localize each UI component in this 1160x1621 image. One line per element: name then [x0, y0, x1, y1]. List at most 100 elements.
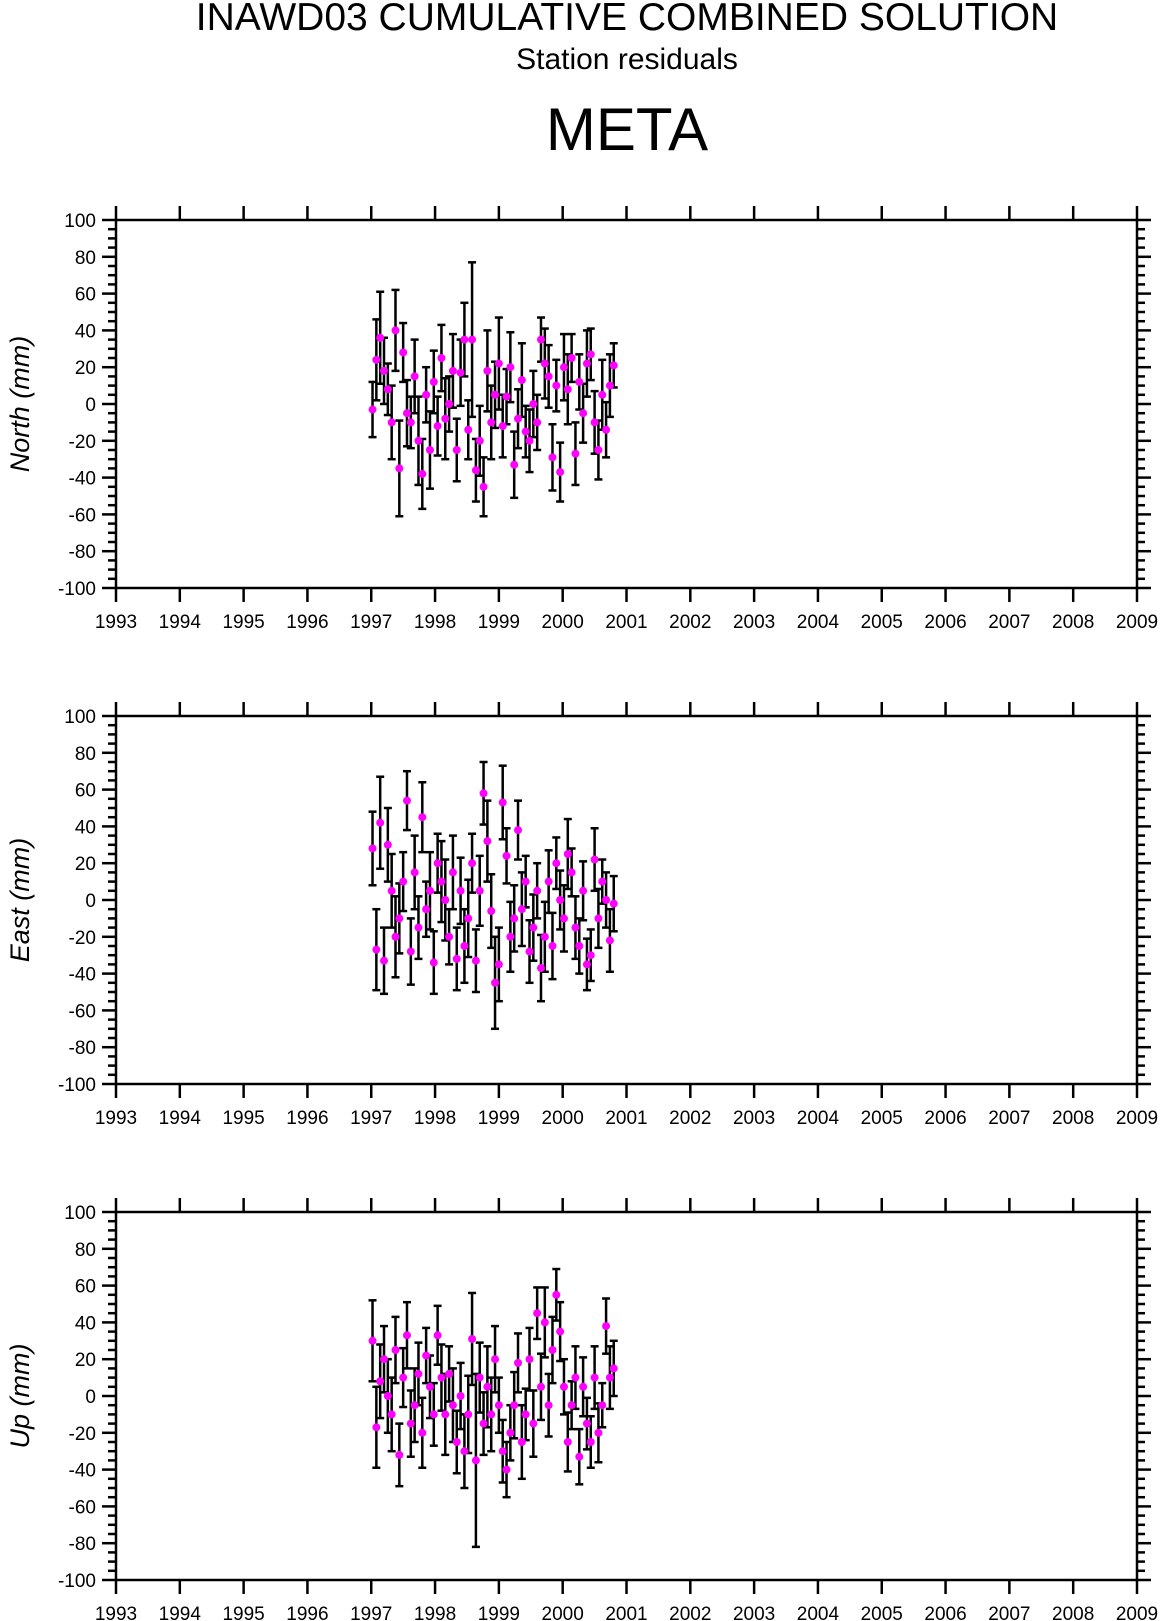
data-point: [368, 405, 377, 414]
data-point: [540, 359, 549, 368]
data-point: [605, 936, 614, 945]
data-point: [575, 942, 584, 950]
data-point: [609, 361, 618, 370]
data-point: [556, 468, 565, 477]
data-point: [452, 446, 461, 454]
data-point: [590, 1373, 599, 1382]
data-point: [380, 956, 389, 965]
x-tick-label: 1996: [286, 1108, 328, 1129]
data-point: [582, 960, 591, 969]
x-tick-label: 2005: [861, 1108, 903, 1129]
data-point: [429, 958, 438, 967]
x-tick-label: 1995: [222, 1108, 264, 1129]
data-point: [483, 1382, 492, 1391]
data-point: [563, 850, 572, 858]
x-tick-label: 2002: [669, 1604, 711, 1621]
y-tick-label: 60: [75, 781, 96, 802]
y-axis-label: East (mm): [5, 838, 35, 963]
plot-frame: [114, 714, 1139, 1086]
data-point: [540, 932, 549, 941]
y-tick-label: 100: [64, 707, 96, 728]
data-point: [594, 914, 603, 923]
data-point: [402, 409, 411, 418]
data-point: [372, 1423, 381, 1432]
data-point: [395, 914, 404, 923]
x-tick-label: 1997: [350, 1604, 392, 1621]
y-tick-label: 0: [85, 891, 96, 912]
data-point: [590, 418, 599, 427]
x-tick-label: 2001: [605, 1108, 647, 1129]
y-tick-label: -20: [69, 432, 96, 453]
data-point: [483, 837, 492, 846]
x-tick-label: 1993: [95, 1108, 137, 1129]
data-point: [445, 1369, 454, 1378]
data-point: [605, 1373, 614, 1382]
y-tick-label: -40: [69, 965, 96, 986]
data-point: [533, 418, 542, 427]
data-point: [395, 1450, 404, 1459]
x-tick-label: 1993: [95, 1604, 137, 1621]
x-tick-label: 1998: [414, 1604, 456, 1621]
y-tick-label: 0: [85, 1387, 96, 1408]
y-tick-label: -20: [69, 1424, 96, 1445]
data-point: [460, 1447, 469, 1456]
data-point: [445, 932, 454, 941]
data-point: [383, 840, 392, 849]
data-point: [575, 377, 584, 386]
data-point: [425, 446, 434, 454]
y-axis-label: Up (mm): [5, 1344, 35, 1449]
data-point: [525, 947, 534, 956]
data-point: [594, 446, 603, 454]
data-point: [456, 886, 465, 895]
data-point: [479, 1419, 488, 1428]
data-point: [468, 859, 477, 868]
data-point: [594, 1428, 603, 1437]
data-point: [559, 363, 568, 372]
data-point: [536, 964, 545, 973]
x-tick-label: 1995: [222, 1604, 264, 1621]
data-point: [598, 1401, 607, 1410]
data-point: [571, 923, 580, 932]
x-tick-label: 1994: [159, 612, 202, 633]
x-tick-label: 2004: [797, 1604, 840, 1621]
x-tick-label: 2003: [733, 1108, 775, 1129]
x-tick-label: 1997: [350, 1108, 392, 1129]
plot-frame: [114, 1210, 1139, 1582]
data-point: [552, 859, 561, 868]
data-point: [487, 907, 496, 916]
y-tick-label: -60: [69, 505, 96, 526]
data-point: [609, 899, 618, 908]
y-tick-label: -80: [69, 1038, 96, 1059]
x-tick-label: 1995: [222, 612, 264, 633]
data-point: [391, 326, 400, 335]
data-point: [506, 1428, 515, 1437]
data-point: [387, 418, 396, 427]
data-point: [414, 923, 423, 932]
data-point: [471, 1456, 480, 1465]
x-tick-label: 2003: [733, 612, 775, 633]
x-tick-label: 1994: [159, 1604, 202, 1621]
y-tick-label: 100: [64, 1203, 96, 1224]
x-tick-label: 2007: [988, 1108, 1030, 1129]
data-point: [410, 1401, 419, 1410]
data-point: [437, 1373, 446, 1382]
data-point: [556, 896, 565, 904]
data-point: [494, 1401, 503, 1410]
x-tick-label: 2004: [797, 612, 840, 633]
data-point: [502, 851, 511, 860]
data-point: [372, 355, 381, 364]
x-tick-label: 2006: [924, 1604, 966, 1621]
data-point: [514, 414, 523, 423]
panel-2: -100 -80 -60 -40 -20 0 20 40 60 80 100 1993 1994 1995…: [5, 1198, 1158, 1621]
data-point: [471, 466, 480, 475]
x-tick-label: 1997: [350, 612, 392, 633]
data-point: [483, 366, 492, 375]
data-point: [395, 464, 404, 473]
data-point: [514, 1358, 523, 1367]
data-point: [456, 1392, 465, 1400]
data-point: [502, 1465, 511, 1474]
data-point: [491, 1355, 500, 1364]
x-tick-label: 2008: [1052, 1604, 1094, 1621]
x-tick-label: 2002: [669, 612, 711, 633]
data-point: [391, 932, 400, 941]
